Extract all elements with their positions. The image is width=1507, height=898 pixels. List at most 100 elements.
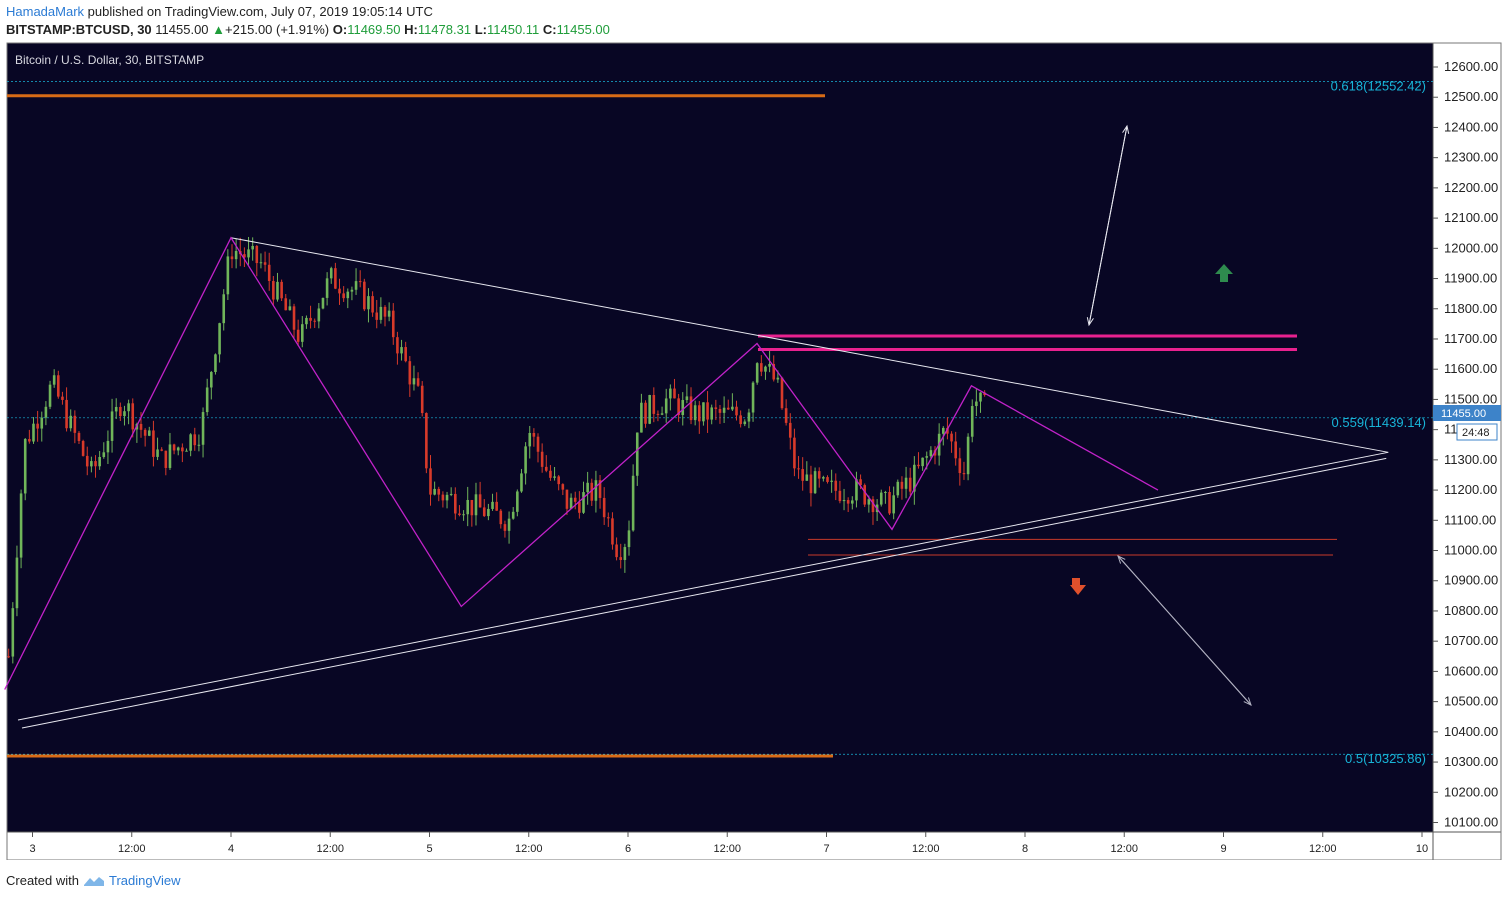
candle-body bbox=[627, 530, 631, 548]
candle-body bbox=[892, 495, 895, 514]
candle-body bbox=[23, 439, 27, 494]
candle-body bbox=[375, 312, 379, 320]
candle-body bbox=[429, 468, 432, 495]
candle-body bbox=[131, 403, 135, 430]
candle-body bbox=[656, 413, 660, 415]
candle-body bbox=[549, 470, 552, 478]
candle-body bbox=[449, 493, 453, 495]
candle-body bbox=[226, 256, 230, 295]
x-tick-label: 10 bbox=[1416, 843, 1428, 855]
y-tick-label: 11900.00 bbox=[1444, 271, 1497, 286]
candle-body bbox=[329, 268, 333, 279]
open-value: 11469.50 bbox=[347, 22, 401, 37]
current-price-badge bbox=[1433, 405, 1501, 421]
candle-body bbox=[830, 480, 833, 482]
y-tick-label: 11800.00 bbox=[1444, 301, 1497, 316]
candle-body bbox=[28, 439, 31, 442]
candle-body bbox=[693, 405, 697, 421]
fib-level-label: 0.618(12552.42) bbox=[1331, 78, 1426, 93]
candle-body bbox=[532, 432, 536, 437]
candle-body bbox=[230, 256, 234, 260]
candle-body bbox=[445, 494, 449, 501]
tradingview-link[interactable]: TradingView bbox=[108, 873, 181, 888]
candle-body bbox=[797, 468, 800, 470]
x-tick-label: 12:00 bbox=[1309, 843, 1337, 855]
candle-body bbox=[454, 493, 457, 514]
x-tick-label: 12:00 bbox=[1110, 843, 1138, 855]
y-tick-label: 10900.00 bbox=[1444, 573, 1498, 588]
candle-body bbox=[842, 500, 846, 502]
candle-body bbox=[338, 288, 341, 294]
candle-body bbox=[65, 399, 68, 429]
candle-body bbox=[714, 407, 718, 409]
candle-body bbox=[350, 289, 354, 292]
candle-body bbox=[528, 432, 532, 447]
fib-levels: 0.618(12552.42) 0.559(11439.14) 0.5(10325.… bbox=[7, 78, 1433, 766]
candle-body bbox=[98, 457, 101, 467]
low-value: 11450.11 bbox=[486, 22, 540, 37]
last-price: 11455.00 bbox=[155, 22, 209, 37]
candle-body bbox=[305, 317, 308, 325]
candle-body bbox=[73, 415, 77, 433]
candle-body bbox=[474, 494, 478, 516]
y-tick-label: 12200.00 bbox=[1444, 180, 1498, 195]
candle-body bbox=[743, 421, 747, 425]
candle-body bbox=[970, 406, 974, 437]
candle-body bbox=[119, 406, 122, 417]
candle-body bbox=[669, 388, 672, 399]
candle-body bbox=[342, 293, 345, 299]
open-label: O: bbox=[332, 22, 348, 37]
candle-body bbox=[309, 317, 312, 321]
candle-body bbox=[218, 323, 221, 355]
candle-body bbox=[888, 492, 891, 514]
candle-body bbox=[106, 440, 110, 453]
candle-body bbox=[809, 474, 813, 494]
candle-body bbox=[214, 354, 217, 373]
candle-body bbox=[557, 476, 560, 485]
x-tick-label: 12:00 bbox=[515, 843, 543, 855]
candle-body bbox=[569, 497, 573, 509]
candle-body bbox=[172, 444, 176, 451]
candle-body bbox=[19, 493, 23, 558]
candle-body bbox=[94, 461, 97, 467]
y-tick-label: 12100.00 bbox=[1444, 210, 1498, 225]
candle-body bbox=[520, 473, 523, 492]
candle-body bbox=[801, 469, 804, 481]
candle-body bbox=[255, 245, 259, 264]
price-change: +215.00 (+1.91%) bbox=[225, 22, 330, 37]
candle-body bbox=[284, 298, 288, 311]
candle-body bbox=[478, 494, 482, 508]
candle-body bbox=[263, 262, 267, 265]
candle-body bbox=[259, 262, 263, 264]
candle-body bbox=[354, 281, 358, 290]
candle-body bbox=[908, 477, 912, 492]
chart-title: Bitcoin / U.S. Dollar, 30, BITSTAMP bbox=[15, 53, 204, 67]
candle-body bbox=[210, 372, 213, 388]
footer: Created with TradingView bbox=[6, 873, 181, 888]
candle-body bbox=[40, 417, 44, 429]
candle-body bbox=[123, 411, 126, 417]
candle-body bbox=[334, 268, 337, 289]
y-tick-label: 10200.00 bbox=[1444, 784, 1498, 799]
candle-body bbox=[681, 400, 685, 416]
author-link[interactable]: HamadaMark bbox=[6, 4, 85, 19]
candle-body bbox=[607, 517, 610, 519]
candle-body bbox=[32, 423, 35, 442]
candle-body bbox=[553, 476, 556, 478]
red-down-arrow-icon bbox=[1070, 578, 1086, 595]
created-with-text: Created with bbox=[6, 873, 79, 888]
candle-body bbox=[871, 499, 875, 513]
bullish-projection-arrow-tail-head bbox=[1086, 317, 1094, 327]
candle-body bbox=[540, 451, 544, 467]
x-tick-label: 12:00 bbox=[316, 843, 344, 855]
price-chart[interactable]: 0.618(12552.42) 0.559(11439.14) 0.5(10325.… bbox=[0, 40, 1507, 860]
candle-body bbox=[859, 479, 862, 486]
candle-body bbox=[805, 474, 809, 481]
y-tick-label: 11000.00 bbox=[1444, 543, 1497, 558]
candle-body bbox=[755, 363, 759, 383]
green-up-arrow-icon bbox=[1215, 264, 1233, 282]
candle-body bbox=[751, 382, 755, 413]
candle-body bbox=[222, 294, 226, 324]
candle-body bbox=[644, 402, 647, 424]
candle-body bbox=[851, 500, 854, 504]
